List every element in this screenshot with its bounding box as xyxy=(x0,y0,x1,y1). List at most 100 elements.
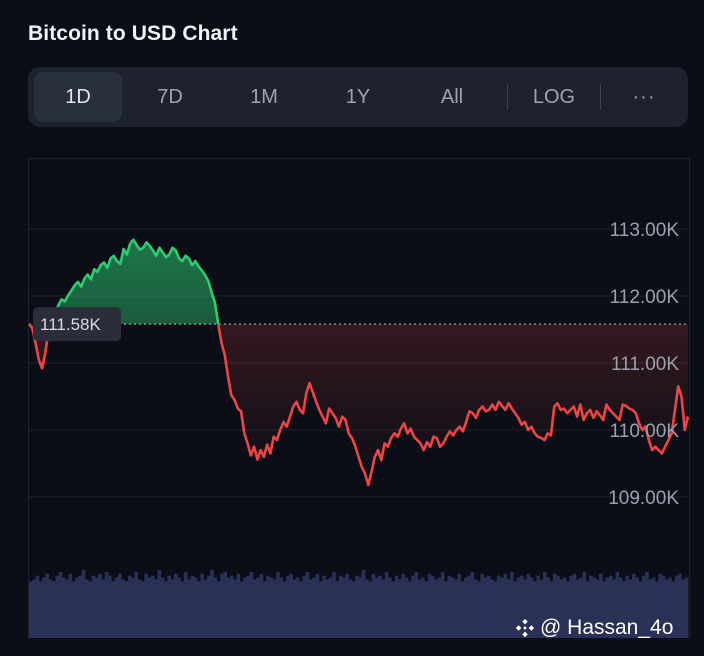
volume-bar xyxy=(460,581,465,638)
volume-bar xyxy=(674,575,679,638)
volume-bar xyxy=(635,577,639,638)
volume-bar xyxy=(463,577,468,638)
range-1m-button[interactable]: 1M xyxy=(250,86,278,108)
volume-bar xyxy=(668,577,672,638)
y-tick-label: 112.00K xyxy=(610,287,680,308)
volume-bar xyxy=(29,581,33,638)
binance-logo-icon xyxy=(515,618,535,638)
y-tick-label: 110.00K xyxy=(610,421,680,442)
volume-bar xyxy=(239,581,244,638)
volume-bar xyxy=(332,571,336,638)
volume-bar xyxy=(279,577,284,638)
volume-bar xyxy=(510,571,514,638)
log-scale-button[interactable]: LOG xyxy=(532,86,576,108)
volume-bar xyxy=(599,573,603,638)
volume-bar xyxy=(68,573,73,638)
volume-bar xyxy=(45,573,50,638)
volume-bar xyxy=(381,579,386,638)
volume-bar xyxy=(487,575,491,638)
more-options-button[interactable]: ··· xyxy=(632,86,656,108)
volume-bar xyxy=(150,575,155,638)
volume-bar xyxy=(523,579,527,638)
volume-bar xyxy=(124,581,129,638)
volume-bar xyxy=(183,571,188,638)
volume-bar xyxy=(477,581,481,638)
volume-bar xyxy=(147,577,152,638)
volume-bar xyxy=(32,579,36,638)
volume-bar xyxy=(249,571,254,638)
volume-bar xyxy=(681,579,686,638)
volume-bar xyxy=(246,575,251,638)
volume-bar xyxy=(98,573,102,638)
volume-bar xyxy=(190,575,195,638)
volume-bar xyxy=(75,577,79,638)
volume-bar xyxy=(417,579,422,638)
volume-bar xyxy=(398,579,402,638)
volume-bar xyxy=(259,573,264,638)
volume-bar xyxy=(612,579,616,638)
volume-bar xyxy=(608,575,613,638)
volume-bar xyxy=(131,577,135,638)
volume-bar xyxy=(562,577,567,638)
range-1d-button[interactable]: 1D xyxy=(34,72,122,122)
volume-bar xyxy=(223,571,227,638)
volume-bar xyxy=(269,577,274,638)
volume-bar xyxy=(655,581,659,638)
volume-bar xyxy=(368,581,372,638)
volume-bar xyxy=(516,577,521,638)
volume-bar xyxy=(658,573,662,638)
volume-bar xyxy=(338,575,343,638)
volume-bar xyxy=(325,579,330,638)
volume-bar xyxy=(289,573,293,638)
volume-bar xyxy=(345,573,349,638)
volume-bar xyxy=(170,579,175,638)
volume-bar xyxy=(302,575,307,638)
price-line-up xyxy=(28,238,220,325)
volume-bar xyxy=(197,581,201,638)
range-all-button[interactable]: All xyxy=(440,86,464,108)
volume-bar xyxy=(127,575,132,638)
volume-bar xyxy=(407,581,412,638)
volume-bar xyxy=(210,570,214,638)
volume-bar xyxy=(114,577,119,638)
volume-bar xyxy=(536,575,541,638)
volume-bar xyxy=(71,581,76,638)
volume-bar xyxy=(559,579,564,638)
volume-bar xyxy=(483,577,488,638)
volume-bar xyxy=(101,579,106,638)
volume-bar xyxy=(286,575,290,638)
volume-bar xyxy=(374,577,379,638)
price-line xyxy=(27,238,690,487)
volume-bar xyxy=(391,581,396,638)
volume-bar xyxy=(48,579,53,638)
volume-bar xyxy=(55,575,59,638)
volume-bar xyxy=(117,573,122,638)
volume-bar xyxy=(470,571,475,638)
volume-bar xyxy=(454,579,458,638)
volume-bar xyxy=(496,575,501,638)
volume-bar xyxy=(35,575,40,638)
volume-bar xyxy=(533,581,537,638)
chart-frame xyxy=(28,158,690,639)
volume-bar xyxy=(243,577,247,638)
range-7d-button[interactable]: 7D xyxy=(157,86,183,108)
volume-bar xyxy=(206,575,211,638)
volume-bar xyxy=(309,579,313,638)
y-tick-label: 111.00K xyxy=(611,354,679,375)
volume-bar xyxy=(526,573,531,638)
volume-bar xyxy=(121,579,125,638)
volume-bar xyxy=(490,579,494,638)
volume-bar xyxy=(365,579,369,638)
volume-bar xyxy=(424,581,428,638)
volume-bar xyxy=(552,573,557,638)
watermark: @ Hassan_4o xyxy=(514,616,673,640)
volume-bar xyxy=(566,581,570,638)
volume-bar xyxy=(506,579,511,638)
volume-bar xyxy=(164,581,168,638)
volume-bar xyxy=(85,579,89,638)
volume-bar xyxy=(388,577,392,638)
volume-bar xyxy=(203,579,208,638)
volume-bar xyxy=(631,573,636,638)
range-1y-button[interactable]: 1Y xyxy=(345,86,371,108)
volume-bar xyxy=(233,579,237,638)
